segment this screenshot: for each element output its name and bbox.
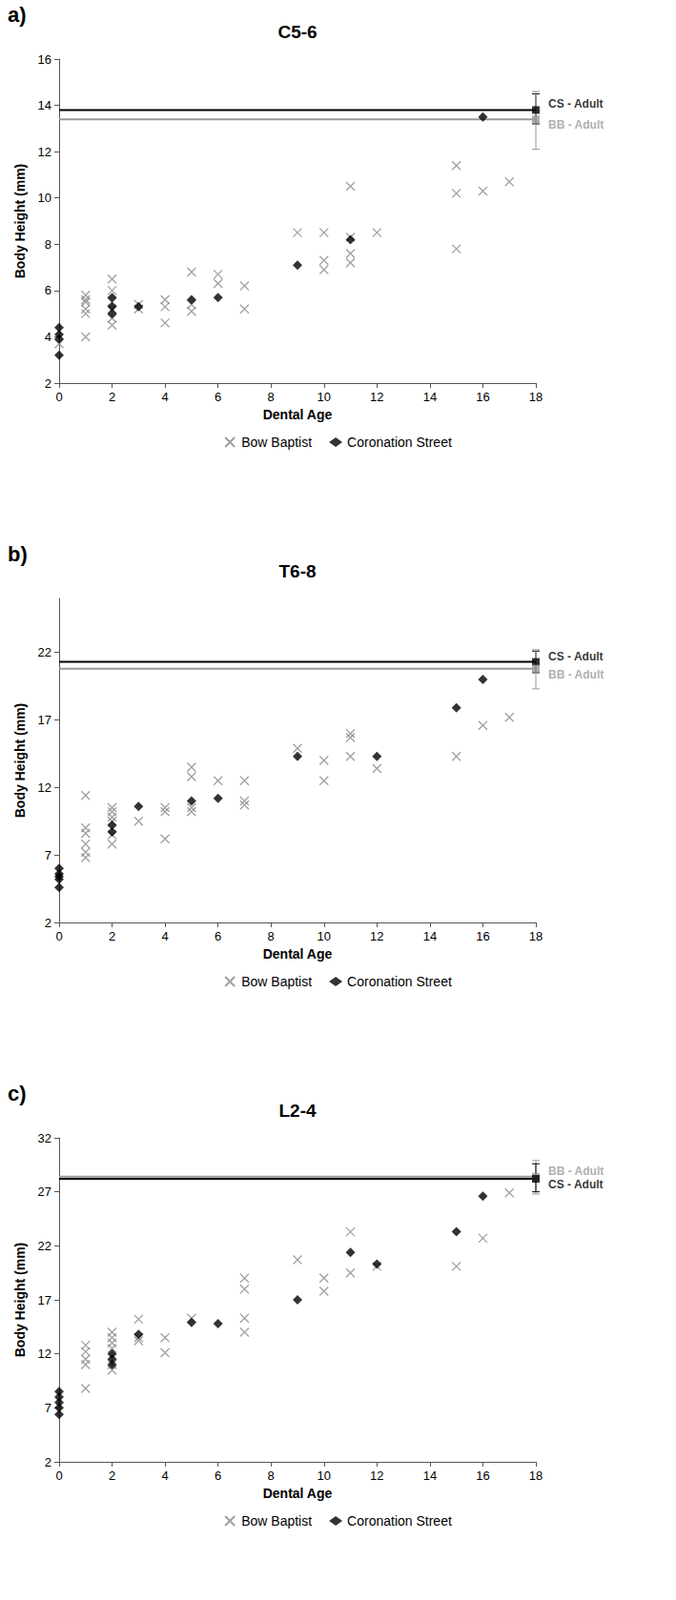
svg-text:14: 14	[423, 929, 437, 944]
svg-text:4: 4	[44, 329, 52, 345]
svg-text:8: 8	[267, 929, 275, 944]
svg-text:17: 17	[38, 713, 52, 728]
svg-text:32: 32	[38, 1131, 52, 1147]
svg-text:12: 12	[38, 1347, 52, 1362]
svg-text:2: 2	[44, 1455, 52, 1471]
svg-text:8: 8	[44, 237, 52, 252]
svg-text:10: 10	[38, 190, 52, 205]
svg-text:10: 10	[317, 929, 331, 944]
svg-text:Body Height (mm): Body Height (mm)	[12, 703, 28, 820]
svg-text:2: 2	[108, 929, 116, 944]
svg-text:16: 16	[38, 52, 52, 67]
svg-text:18: 18	[529, 1469, 543, 1484]
svg-text:4: 4	[161, 1469, 168, 1484]
svg-text:b): b)	[7, 542, 28, 567]
svg-text:Body Height (mm): Body Height (mm)	[12, 163, 28, 280]
svg-text:CS - Adult: CS - Adult	[548, 650, 604, 664]
svg-text:T6-8: T6-8	[278, 561, 316, 582]
svg-text:4: 4	[161, 929, 168, 944]
svg-text:L2-4: L2-4	[278, 1101, 317, 1122]
svg-text:2: 2	[108, 389, 116, 405]
svg-text:BB - Adult: BB - Adult	[548, 1165, 604, 1179]
svg-text:17: 17	[38, 1293, 52, 1309]
svg-text:Bow Baptist: Bow Baptist	[241, 1514, 312, 1530]
svg-text:2: 2	[108, 1469, 116, 1484]
svg-text:12: 12	[369, 1469, 384, 1484]
svg-text:CS - Adult: CS - Adult	[548, 1178, 604, 1192]
svg-text:a): a)	[7, 2, 27, 27]
svg-text:Coronation Street: Coronation Street	[347, 974, 452, 990]
svg-text:0: 0	[55, 389, 62, 405]
svg-text:12: 12	[38, 144, 52, 160]
svg-text:14: 14	[423, 389, 437, 405]
svg-text:Dental Age: Dental Age	[263, 946, 333, 963]
svg-text:2: 2	[44, 376, 52, 391]
svg-text:6: 6	[44, 283, 52, 298]
svg-text:22: 22	[38, 645, 52, 660]
svg-text:Coronation Street: Coronation Street	[347, 434, 452, 451]
svg-text:C5-6: C5-6	[277, 21, 317, 42]
svg-text:16: 16	[475, 389, 490, 405]
svg-text:18: 18	[529, 389, 543, 405]
svg-text:18: 18	[529, 929, 543, 944]
svg-text:Bow Baptist: Bow Baptist	[241, 434, 312, 451]
svg-text:Body Height (mm): Body Height (mm)	[12, 1243, 28, 1359]
svg-text:7: 7	[44, 848, 52, 863]
svg-text:6: 6	[214, 389, 222, 405]
svg-text:12: 12	[369, 389, 384, 405]
svg-text:10: 10	[317, 1469, 331, 1484]
svg-text:Dental Age: Dental Age	[263, 1486, 333, 1502]
svg-text:2: 2	[44, 916, 52, 931]
svg-text:CS - Adult: CS - Adult	[548, 97, 604, 111]
svg-text:22: 22	[38, 1239, 52, 1254]
svg-text:16: 16	[475, 1469, 490, 1484]
svg-text:12: 12	[369, 929, 384, 944]
svg-text:Coronation Street: Coronation Street	[347, 1514, 452, 1530]
svg-text:12: 12	[38, 780, 52, 796]
svg-text:14: 14	[423, 1469, 437, 1484]
svg-text:8: 8	[267, 389, 275, 405]
svg-text:27: 27	[38, 1185, 52, 1200]
svg-text:10: 10	[317, 389, 331, 405]
svg-text:BB - Adult: BB - Adult	[548, 118, 604, 132]
svg-text:4: 4	[161, 389, 168, 405]
svg-text:Dental Age: Dental Age	[263, 407, 333, 423]
svg-text:16: 16	[475, 929, 490, 944]
svg-text:Bow Baptist: Bow Baptist	[241, 974, 312, 990]
svg-text:6: 6	[214, 1469, 222, 1484]
svg-text:6: 6	[214, 929, 222, 944]
svg-text:7: 7	[44, 1401, 52, 1416]
svg-text:0: 0	[55, 929, 62, 944]
svg-text:14: 14	[38, 98, 52, 113]
svg-text:0: 0	[55, 1469, 62, 1484]
svg-text:BB - Adult: BB - Adult	[548, 668, 604, 682]
svg-text:c): c)	[7, 1082, 27, 1107]
svg-text:8: 8	[267, 1469, 275, 1484]
